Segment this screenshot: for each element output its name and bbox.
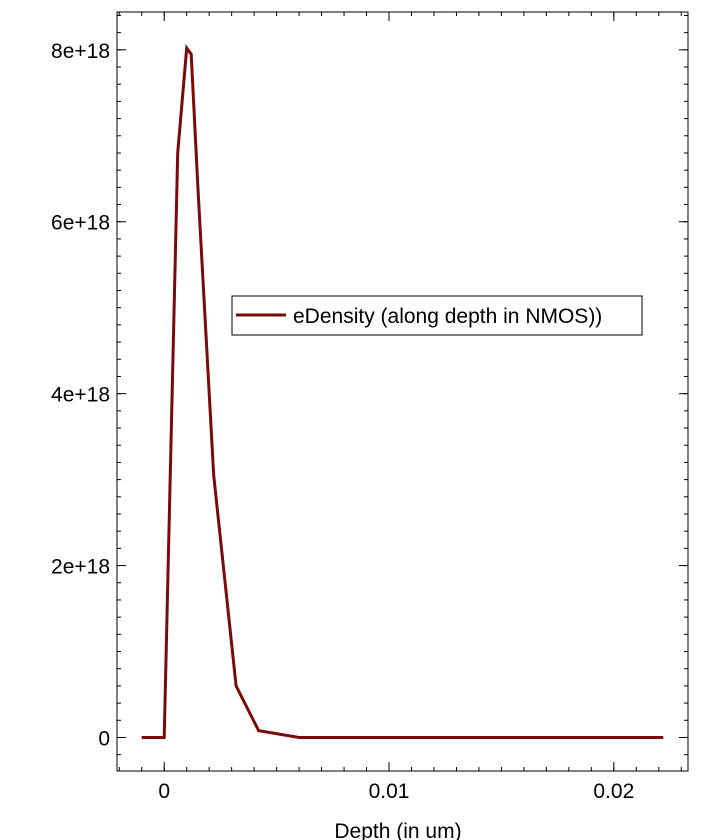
x-tick-label: 0.02 <box>593 780 634 803</box>
legend-label: eDensity (along depth in NMOS)) <box>293 305 602 328</box>
y-tick-label: 4e+18 <box>51 384 110 407</box>
y-tick-label: 6e+18 <box>51 212 110 235</box>
x-axis-title: Depth (in um) <box>334 820 461 840</box>
series-line-edensity <box>141 44 664 739</box>
minor-ticks <box>117 12 688 771</box>
x-tick-label: 0 <box>158 780 170 803</box>
x-tick-label: 0.01 <box>369 780 410 803</box>
plot-frame <box>116 11 689 772</box>
legend: eDensity (along depth in NMOS)) <box>231 295 643 336</box>
legend-box <box>231 295 643 336</box>
series-layer <box>141 44 664 739</box>
tick-labels: 0 0.01 0.02 0 2e+18 4e+18 6e+18 8e+18 <box>51 40 634 803</box>
y-tick-label: 0 <box>98 727 110 750</box>
y-tick-label: 2e+18 <box>51 556 110 579</box>
y-tick-label: 8e+18 <box>51 40 110 63</box>
major-ticks <box>117 12 688 771</box>
